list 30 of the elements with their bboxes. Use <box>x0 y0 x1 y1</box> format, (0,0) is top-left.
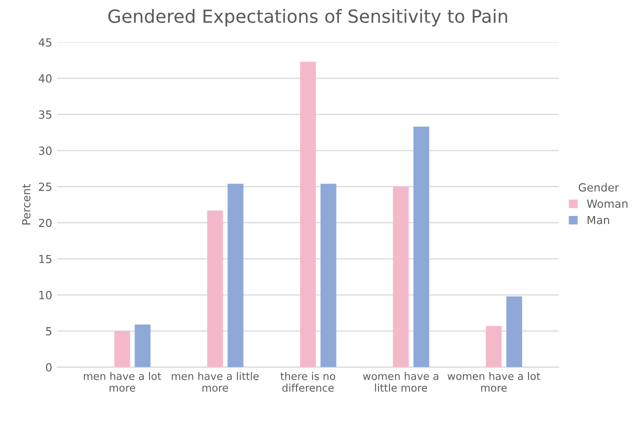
legend-label: Woman <box>586 200 628 208</box>
bar <box>300 62 316 368</box>
x-tick-label: men have a lot more <box>84 372 162 392</box>
chart-title: Gendered Expectations of Sensitivity to Pain <box>108 9 508 27</box>
y-tick-label: 45 <box>38 38 52 47</box>
x-tick-label: women have a little more <box>363 372 438 392</box>
x-tick-label: women have a lot more <box>448 372 540 392</box>
bar <box>506 296 522 368</box>
y-tick-label: 35 <box>38 110 52 119</box>
bar <box>114 331 130 368</box>
bar <box>320 184 336 368</box>
y-tick-label: 0 <box>46 363 52 372</box>
x-tick-label: men have a little more <box>172 372 259 392</box>
y-axis-title: Percent <box>22 184 30 224</box>
bar <box>486 326 502 368</box>
bar <box>207 210 223 368</box>
bar <box>392 186 409 368</box>
bar <box>228 184 244 368</box>
y-tick-label: 20 <box>38 218 52 228</box>
y-tick-label: 30 <box>38 146 52 155</box>
x-tick-label: there is no difference <box>280 372 336 392</box>
y-tick-label: 5 <box>46 327 52 336</box>
bar <box>134 324 151 368</box>
y-tick-label: 25 <box>38 182 52 191</box>
bar <box>413 126 430 368</box>
legend-label: Man <box>588 216 610 224</box>
y-tick-label: 15 <box>39 254 52 264</box>
y-tick-label: 10 <box>39 290 52 300</box>
legend-title: Gender <box>578 182 620 192</box>
y-tick-label: 40 <box>38 74 52 83</box>
